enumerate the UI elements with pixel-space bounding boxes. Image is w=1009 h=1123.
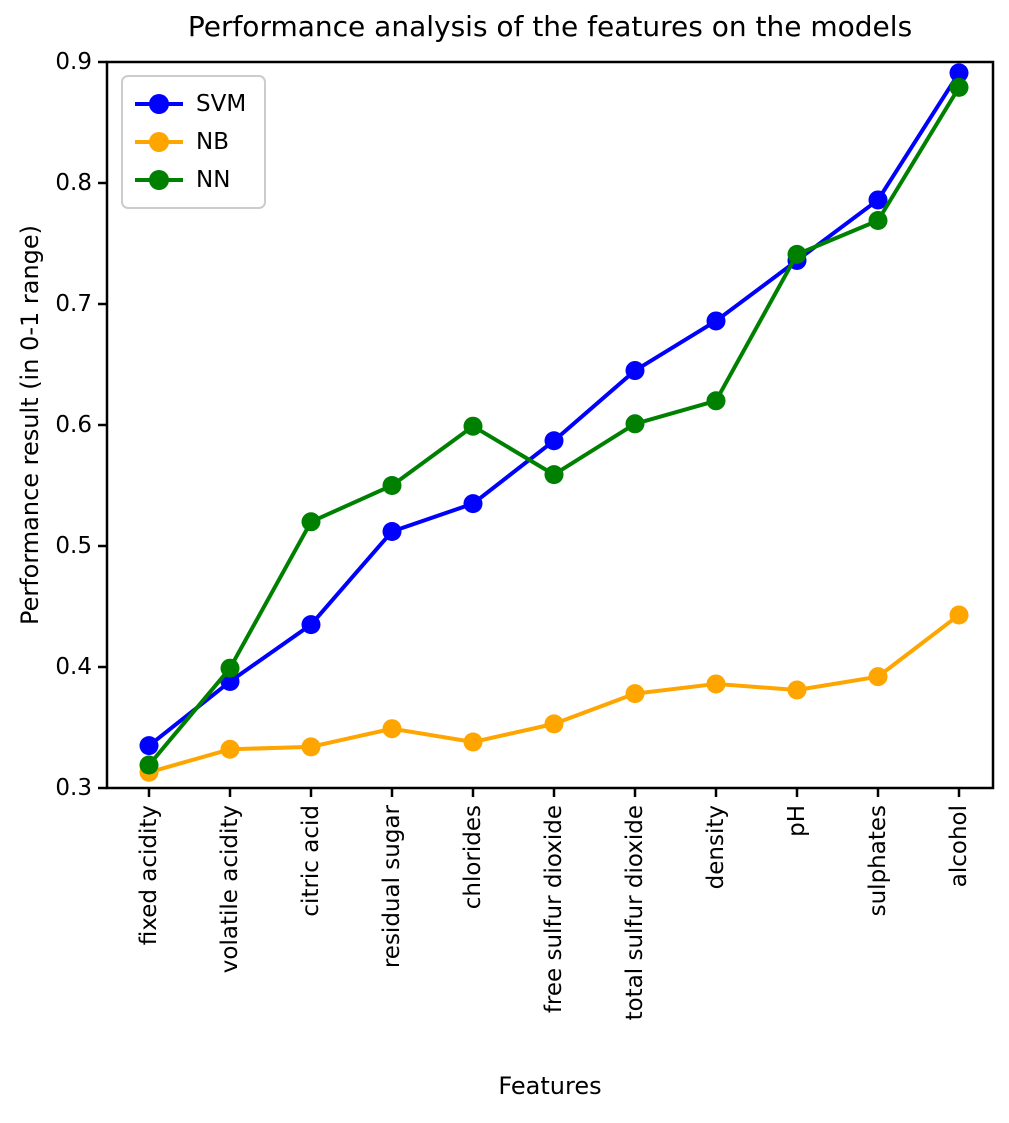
- legend-item-NB: NB: [133, 123, 246, 161]
- data-point-NN-residual-sugar: [382, 476, 402, 495]
- data-point-NN-density: [706, 391, 726, 411]
- data-point-SVM-sulphates: [868, 190, 888, 210]
- legend-label-NB: NB: [196, 128, 229, 155]
- legend-dot-SVM: [149, 94, 169, 114]
- legend-label-SVM: SVM: [196, 90, 247, 117]
- data-point-NB-sulphates: [868, 667, 888, 687]
- legend: SVM NB NN: [121, 75, 267, 209]
- chart-title: Performance analysis of the features on …: [187, 10, 913, 43]
- series-line-NN: [147, 85, 961, 768]
- legend-marker-icon-SVM: [135, 94, 183, 114]
- series-line-NB: [147, 612, 961, 775]
- data-point-SVM-total-sulfur-dioxide: [625, 361, 645, 381]
- y-tick-label-0.6: 0.6: [55, 412, 92, 438]
- data-point-SVM-chlorides: [463, 494, 483, 514]
- data-point-NN-fixed-acidity: [139, 755, 159, 775]
- data-point-NB-residual-sugar: [382, 719, 402, 739]
- legend-marker-icon-NB: [135, 132, 183, 152]
- data-point-NN-alcohol: [949, 77, 969, 97]
- data-point-NN-pH: [787, 244, 807, 264]
- x-tick-label-citric-acid: citric acid: [298, 805, 324, 917]
- legend-dot-NN: [149, 170, 169, 190]
- data-point-SVM-free-sulfur-dioxide: [544, 431, 564, 451]
- x-tick-label-volatile-acidity: volatile acidity: [217, 805, 243, 973]
- data-point-SVM-alcohol: [949, 63, 969, 83]
- y-tick-label-0.4: 0.4: [55, 654, 92, 680]
- x-tick-label-total-sulfur-dioxide: total sulfur dioxide: [622, 805, 648, 1020]
- data-point-SVM-density: [706, 311, 726, 331]
- y-tick-label-0.9: 0.9: [55, 49, 92, 75]
- data-point-SVM-residual-sugar: [382, 521, 402, 541]
- data-point-NN-total-sulfur-dioxide: [625, 414, 645, 434]
- legend-item-NN: NN: [133, 161, 246, 199]
- legend-marker-icon-NN: [135, 170, 183, 190]
- data-point-NN-chlorides: [463, 416, 483, 436]
- data-point-NN-citric-acid: [301, 512, 321, 532]
- data-point-NB-chlorides: [463, 732, 483, 752]
- data-point-NN-volatile-acidity: [220, 658, 240, 678]
- y-tick-label-0.7: 0.7: [55, 291, 92, 317]
- data-point-NB-density: [706, 674, 726, 694]
- x-tick-label-sulphates: sulphates: [865, 805, 891, 916]
- series-line-SVM: [147, 70, 961, 748]
- x-tick-label-chlorides: chlorides: [460, 805, 486, 909]
- y-tick-label-0.5: 0.5: [55, 533, 92, 559]
- x-tick-label-alcohol: alcohol: [946, 805, 972, 887]
- data-point-SVM-fixed-acidity: [139, 736, 159, 756]
- data-point-NB-citric-acid: [301, 737, 321, 757]
- data-point-NN-free-sulfur-dioxide: [544, 465, 564, 485]
- data-point-NB-pH: [787, 680, 807, 700]
- x-tick-label-residual-sugar: residual sugar: [379, 804, 405, 968]
- legend-item-SVM: SVM: [133, 85, 246, 123]
- data-point-NB-alcohol: [949, 605, 969, 625]
- x-tick-label-free-sulfur-dioxide: free sulfur dioxide: [541, 805, 567, 1013]
- x-tick-label-density: density: [703, 805, 729, 889]
- data-point-SVM-citric-acid: [301, 615, 321, 635]
- legend-dot-NB: [149, 132, 169, 152]
- data-point-NN-sulphates: [868, 211, 888, 231]
- x-tick-label-pH: pH: [784, 805, 810, 837]
- y-tick-label-0.8: 0.8: [55, 170, 92, 196]
- x-axis-label: Features: [498, 1072, 602, 1100]
- data-point-NB-free-sulfur-dioxide: [544, 714, 564, 734]
- x-tick-label-fixed-acidity: fixed acidity: [136, 805, 162, 945]
- data-point-NB-volatile-acidity: [220, 739, 240, 759]
- y-tick-label-0.3: 0.3: [55, 775, 92, 801]
- legend-label-NN: NN: [196, 166, 231, 193]
- data-point-NB-total-sulfur-dioxide: [625, 684, 645, 704]
